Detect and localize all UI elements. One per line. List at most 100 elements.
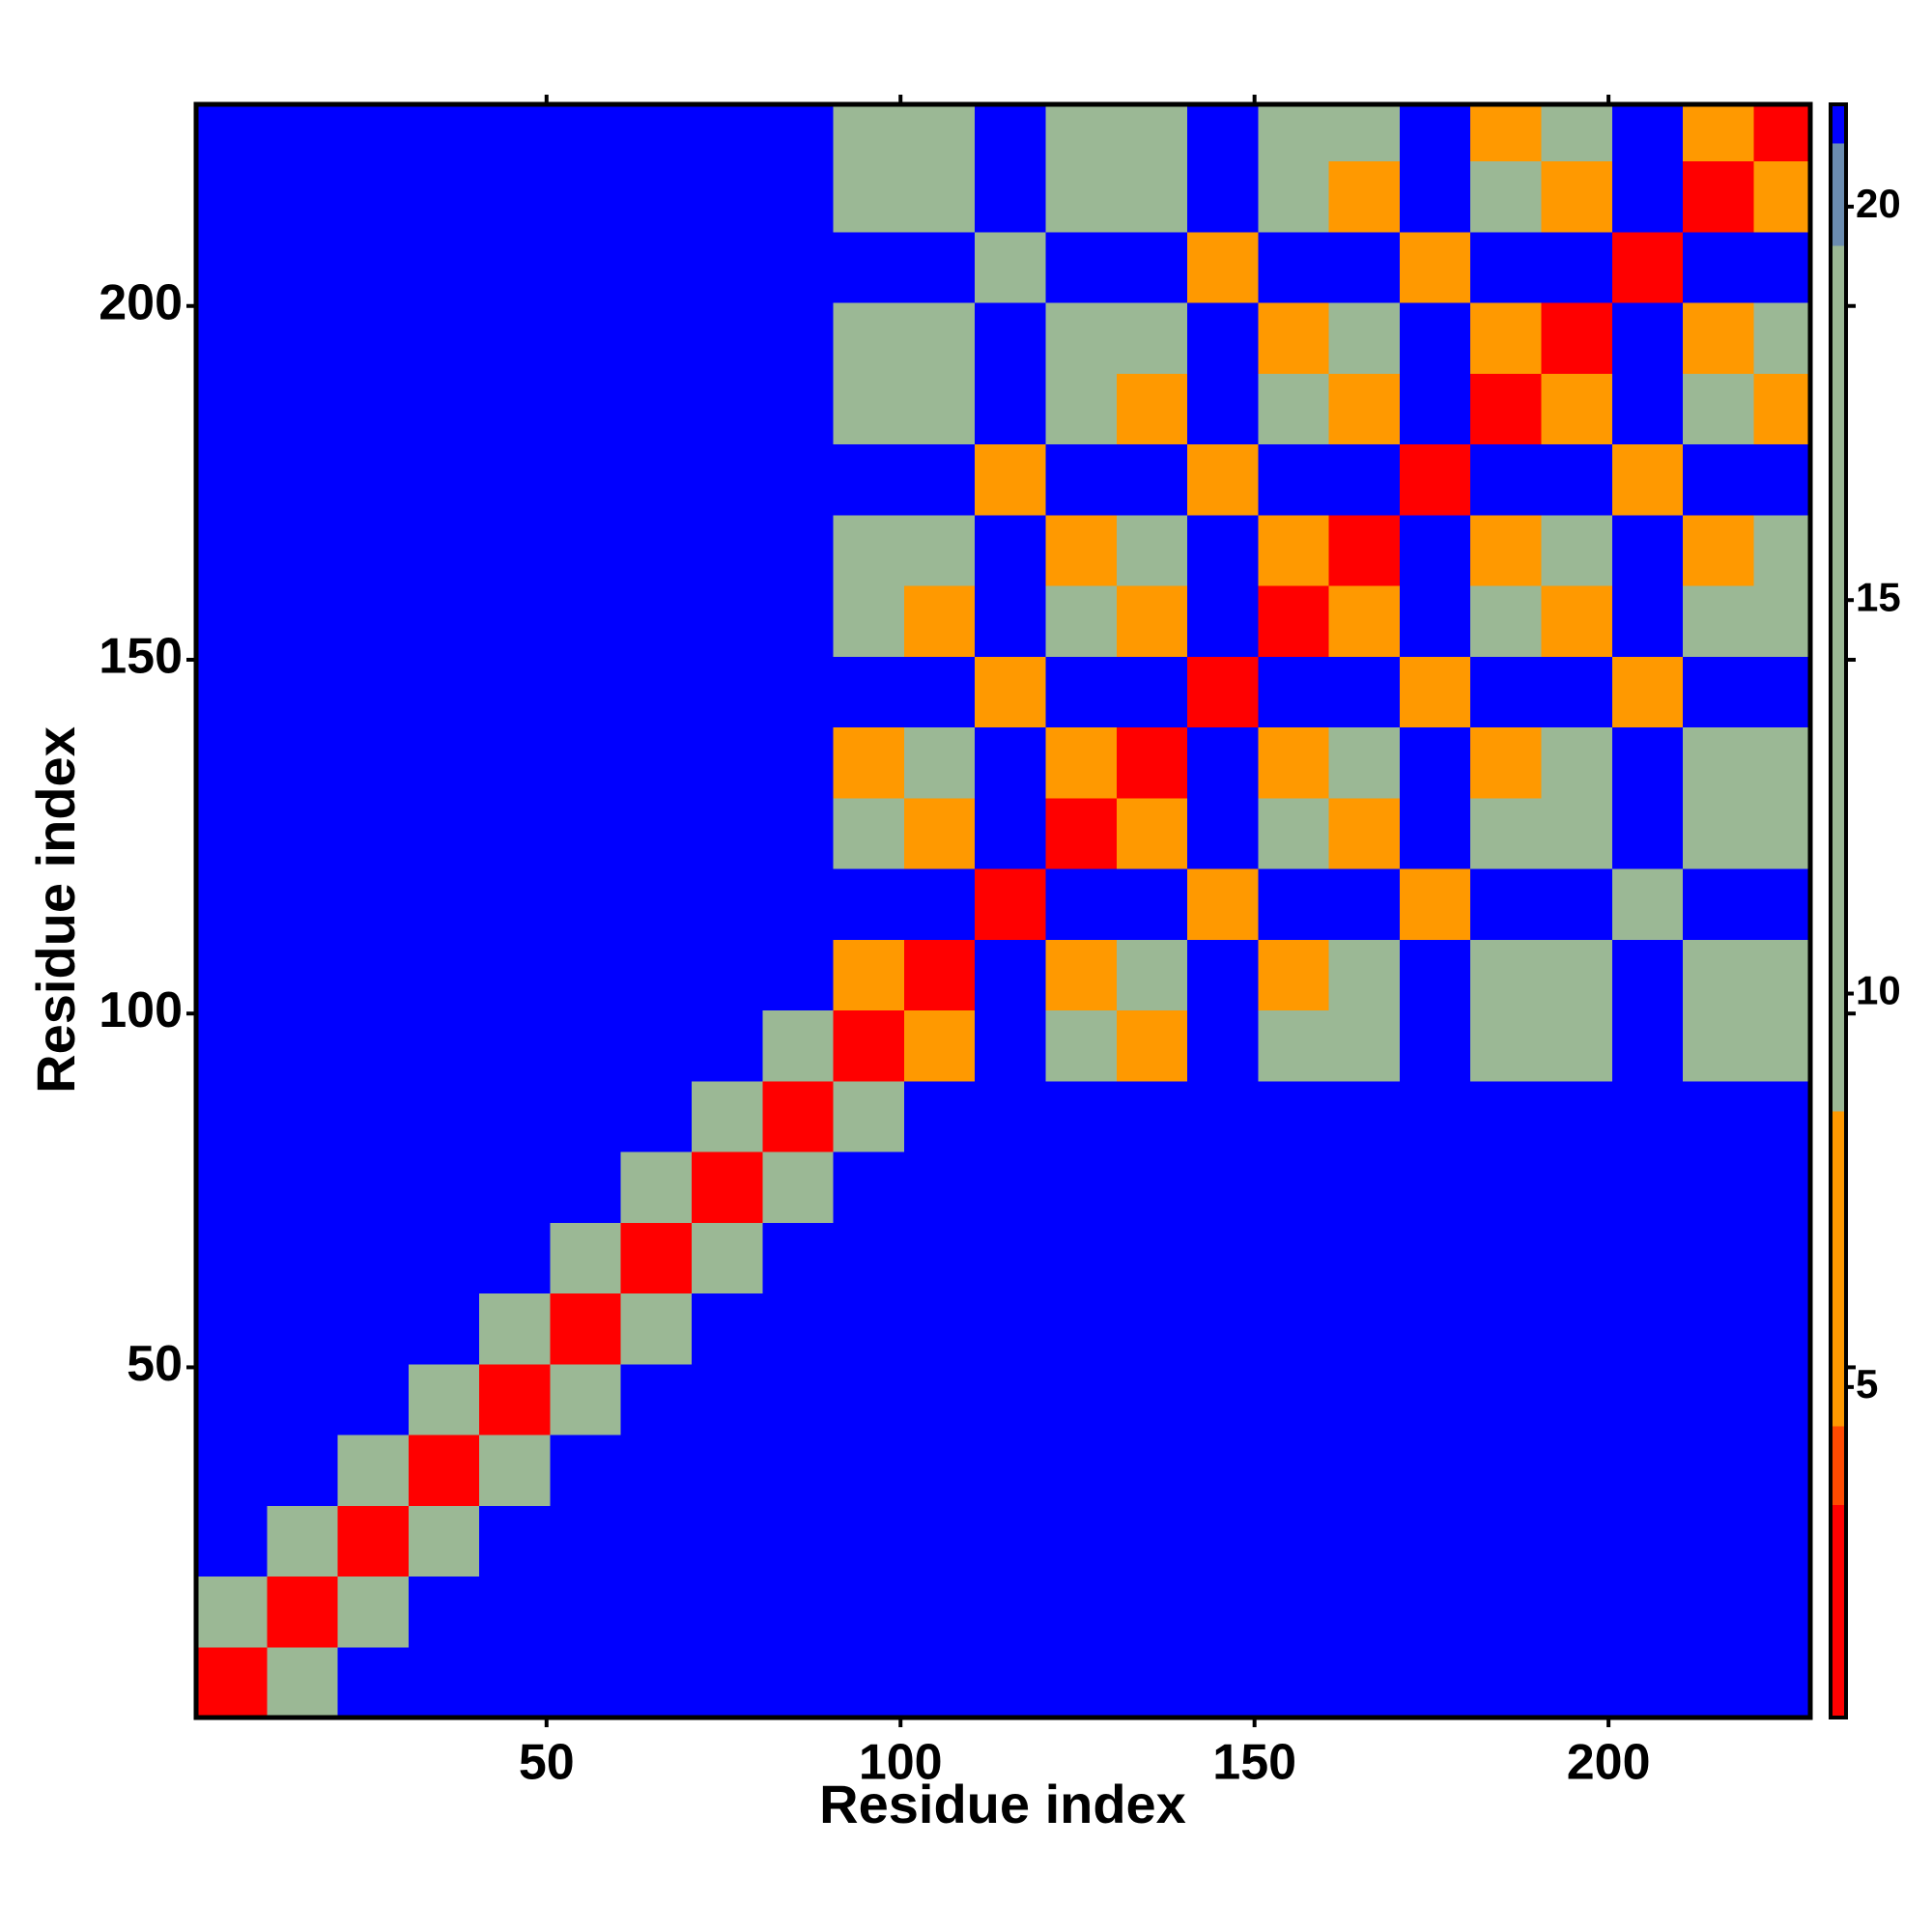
cell (1470, 585, 1543, 657)
cell (1399, 1505, 1471, 1577)
cell (550, 868, 622, 940)
cell (1753, 1505, 1811, 1577)
cell (479, 373, 552, 445)
cell (1116, 939, 1188, 1011)
y-tick-label: 200 (99, 274, 183, 330)
cell (196, 514, 268, 586)
cell (975, 302, 1047, 374)
cell (1116, 868, 1188, 940)
cell (337, 1646, 410, 1719)
cell (479, 1293, 552, 1365)
cell (762, 231, 835, 303)
cell (975, 443, 1047, 516)
cell (1187, 160, 1259, 233)
cell (1187, 1009, 1259, 1082)
cell (267, 656, 339, 728)
cell (337, 160, 410, 233)
cell (1611, 726, 1684, 799)
cell (267, 1293, 339, 1365)
cell (975, 1222, 1047, 1294)
cell (550, 1293, 622, 1365)
cell (479, 231, 552, 303)
cell (1187, 231, 1259, 303)
cell (1116, 1009, 1188, 1082)
cell (1258, 1435, 1330, 1506)
cell (692, 1435, 763, 1506)
cell (975, 514, 1047, 586)
cell (975, 160, 1047, 233)
cell (479, 585, 552, 657)
cell (1470, 1576, 1543, 1648)
cell (1683, 1222, 1754, 1294)
cell (267, 1435, 339, 1506)
cell (408, 160, 480, 233)
cell (975, 373, 1047, 445)
cell (408, 1576, 480, 1648)
cell (1541, 443, 1613, 516)
cell (1611, 1151, 1684, 1223)
cell (196, 1576, 268, 1648)
cell (550, 104, 622, 162)
colorbar-segment (1831, 104, 1846, 144)
cell (692, 1151, 763, 1223)
cell (975, 1009, 1047, 1082)
cell (196, 443, 268, 516)
cell (550, 1222, 622, 1294)
cell (408, 373, 480, 445)
cell (1470, 443, 1543, 516)
cell (1328, 1222, 1401, 1294)
cell (1611, 1080, 1684, 1152)
cell (196, 656, 268, 728)
cell (1399, 514, 1471, 586)
cell (196, 1222, 268, 1294)
cell (1258, 302, 1330, 374)
cell (975, 1080, 1047, 1152)
cell (1258, 1505, 1330, 1577)
cell (1470, 939, 1543, 1011)
cell (692, 585, 763, 657)
cell (1328, 1646, 1401, 1719)
cell (692, 302, 763, 374)
cell (1683, 1505, 1754, 1577)
cell (1541, 656, 1613, 728)
cell (267, 1505, 339, 1577)
cell (833, 1293, 905, 1365)
cell (903, 797, 976, 869)
cell (833, 656, 905, 728)
cell (196, 1080, 268, 1152)
cell (762, 1646, 835, 1719)
cell (196, 160, 268, 233)
cell (975, 231, 1047, 303)
cell (975, 1576, 1047, 1648)
x-tick-label: 50 (519, 1735, 575, 1791)
cell (620, 514, 693, 586)
cell (408, 726, 480, 799)
cell (903, 1576, 976, 1648)
cell (975, 656, 1047, 728)
cell (903, 1222, 976, 1294)
cell (550, 939, 622, 1011)
cell (196, 1009, 268, 1082)
cell (833, 1222, 905, 1294)
cell (975, 939, 1047, 1011)
cell (1753, 443, 1811, 516)
x-axis-title: Residue index (819, 1774, 1186, 1834)
cell (1683, 514, 1754, 586)
cell (1328, 373, 1401, 445)
cell (1611, 514, 1684, 586)
cell (903, 104, 976, 162)
cell (1683, 104, 1754, 162)
cell (1753, 104, 1811, 162)
cell (833, 302, 905, 374)
cell (1611, 302, 1684, 374)
cell (762, 302, 835, 374)
cell (550, 585, 622, 657)
cell (620, 1293, 693, 1365)
cell (337, 656, 410, 728)
cell (833, 514, 905, 586)
cell (833, 726, 905, 799)
cell (550, 1151, 622, 1223)
cell (408, 1222, 480, 1294)
cell (1683, 585, 1754, 657)
